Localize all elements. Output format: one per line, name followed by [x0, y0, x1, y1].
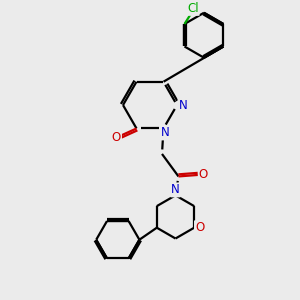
Text: N: N [178, 99, 188, 112]
Text: O: O [195, 221, 204, 234]
Text: N: N [160, 127, 169, 140]
Text: O: O [199, 168, 208, 181]
Text: N: N [171, 183, 180, 196]
Text: O: O [112, 131, 121, 144]
Text: Cl: Cl [187, 2, 199, 15]
